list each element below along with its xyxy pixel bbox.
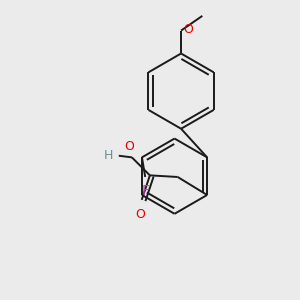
- Text: O: O: [124, 140, 134, 153]
- Text: H: H: [103, 149, 113, 162]
- Text: F: F: [141, 184, 149, 198]
- Text: O: O: [184, 23, 194, 36]
- Text: O: O: [135, 208, 145, 221]
